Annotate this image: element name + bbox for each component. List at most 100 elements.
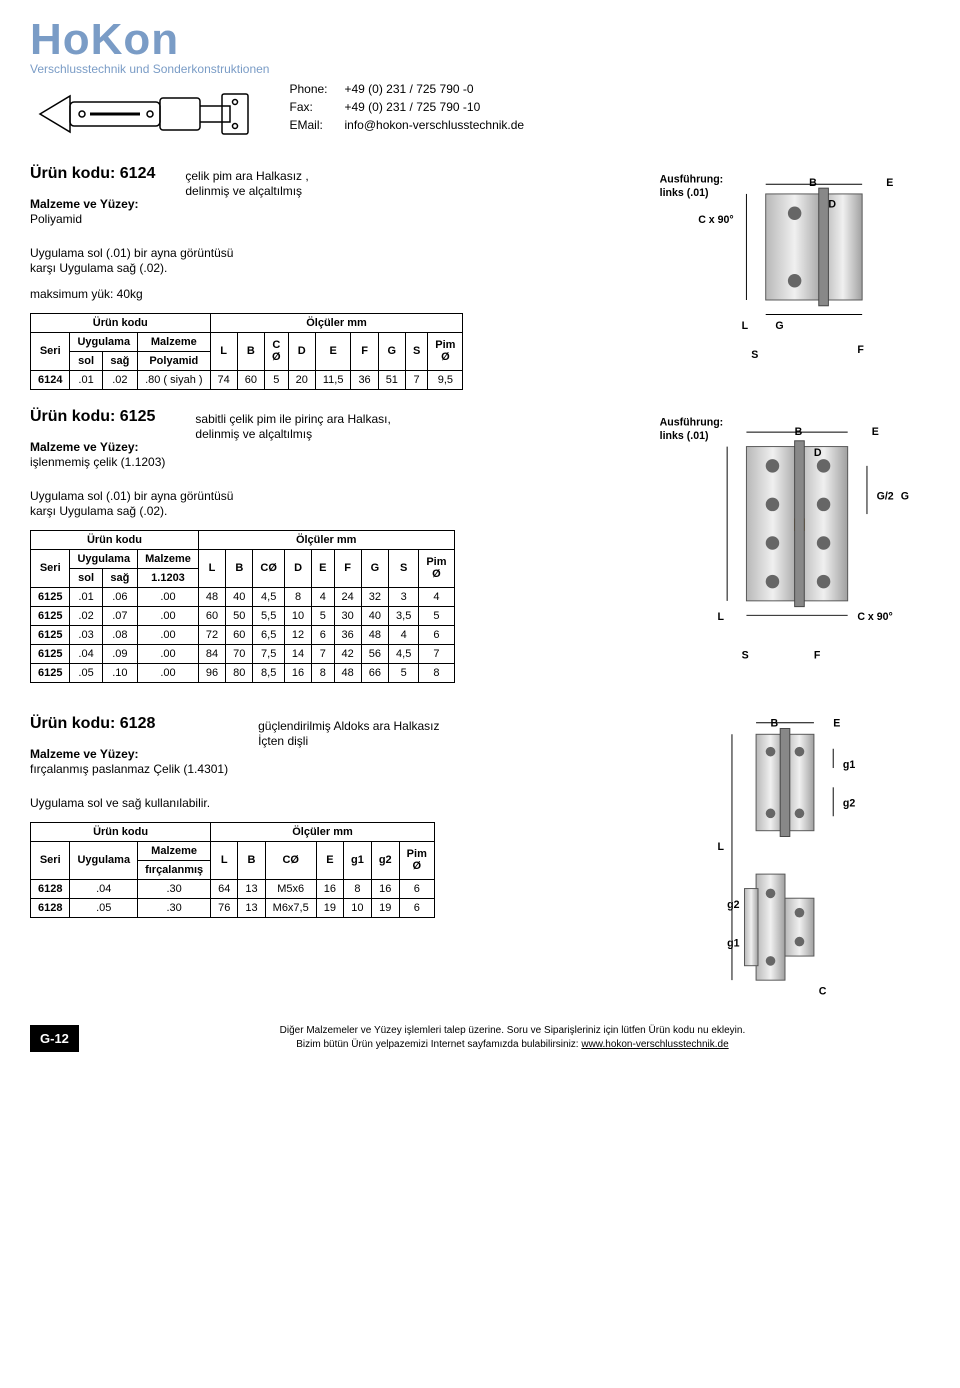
th-CØ: C Ø [265, 332, 289, 370]
table-cell: 6128 [31, 898, 70, 917]
th-Pim: Pim Ø [428, 332, 463, 370]
logo-text: HoKon [30, 20, 269, 60]
table-cell: 66 [361, 663, 388, 682]
table-cell: 6 [312, 625, 334, 644]
desc-6128: güçlendirilmiş Aldoks ara Halkasız İçten… [258, 719, 439, 750]
table-row: 6128.05.307613M6x7,51910196 [31, 898, 435, 917]
table-cell: 50 [226, 606, 253, 625]
mat-label-6128: Malzeme ve Yüzey: [30, 747, 139, 761]
load-6124: maksimum yük: 40kg [30, 287, 632, 303]
table-cell: 70 [226, 644, 253, 663]
table-cell: 40 [226, 587, 253, 606]
table-cell: 60 [237, 370, 264, 389]
svg-text:S: S [742, 649, 749, 661]
table-cell: 16 [316, 879, 343, 898]
header: HoKon Verschlusstechnik und Sonderkonstr… [30, 20, 930, 147]
svg-text:D: D [814, 447, 822, 459]
logo-block: HoKon Verschlusstechnik und Sonderkonstr… [30, 20, 269, 147]
table-row: 6125.01.06.0048404,584243234 [31, 587, 455, 606]
app-6125: Uygulama sol (.01) bir ayna görüntüsü ka… [30, 489, 632, 520]
dl-title: Ausführung:links (.01) [660, 173, 724, 198]
svg-text:E: E [833, 717, 840, 729]
table-cell: .00 [138, 644, 199, 663]
table-cell: 48 [198, 587, 225, 606]
table-6128: Ürün kodu Ölçüler mm Seri Uygulama Malze… [30, 822, 435, 918]
th-G: G [378, 332, 405, 370]
th-S: S [405, 332, 427, 370]
table-cell: 7,5 [253, 644, 285, 663]
table-6124: Ürün kodu Ölçüler mm Seri Uygulama Malze… [30, 313, 463, 390]
table-cell: 51 [378, 370, 405, 389]
table-cell: M6x7,5 [265, 898, 316, 917]
table-cell: .07 [102, 606, 137, 625]
table-cell: 84 [198, 644, 225, 663]
svg-text:B: B [771, 717, 779, 729]
table-cell: 10 [343, 898, 371, 917]
mat-6125: işlenmemiş çelik (1.1203) [30, 455, 165, 469]
desc-6125: sabitli çelik pim ile pirinç ara Halkası… [195, 412, 390, 443]
table-cell: 7 [312, 644, 334, 663]
table-cell: 6125 [31, 625, 70, 644]
table-cell: 8,5 [253, 663, 285, 682]
th-poly: Polyamid [138, 351, 210, 370]
table-cell: 4 [312, 587, 334, 606]
table-cell: .00 [138, 606, 199, 625]
table-cell: 96 [198, 663, 225, 682]
dl-F: F [857, 344, 864, 356]
app-6128: Uygulama sol ve sağ kullanılabilir. [30, 796, 632, 812]
footer: G-12 Diğer Malzemeler ve Yüzey işlemleri… [30, 1024, 930, 1052]
table-cell: 48 [361, 625, 388, 644]
dl-S: S [751, 348, 758, 360]
dl-G: G [775, 320, 783, 332]
table-cell: 80 [226, 663, 253, 682]
table-cell: 64 [211, 879, 238, 898]
phone-value: +49 (0) 231 / 725 790 -0 [344, 80, 473, 98]
table-cell: 13 [238, 879, 265, 898]
th-sag: sağ [102, 351, 137, 370]
table-cell: 60 [198, 606, 225, 625]
table-cell: 6 [399, 879, 434, 898]
table-cell: .01 [70, 587, 102, 606]
svg-text:L: L [718, 841, 725, 853]
dl-B: B [809, 177, 817, 189]
svg-text:g2: g2 [727, 899, 739, 911]
th-F: F [351, 332, 378, 370]
svg-text:g1: g1 [727, 937, 739, 949]
table-cell: 6125 [31, 606, 70, 625]
table-cell: .03 [70, 625, 102, 644]
email-value: info@hokon-verschlusstechnik.de [344, 116, 524, 134]
table-cell: 74 [210, 370, 237, 389]
svg-text:L: L [718, 611, 725, 623]
title-6125: Ürün kodu: 6125 [30, 408, 165, 426]
table-cell: 4,5 [389, 644, 419, 663]
table-cell: 4 [419, 587, 454, 606]
table-cell: 6125 [31, 663, 70, 682]
table-cell: 60 [226, 625, 253, 644]
table-cell: .05 [70, 898, 138, 917]
table-row: 6128.04.306413M5x6168166 [31, 879, 435, 898]
title-6124: Ürün kodu: 6124 [30, 165, 155, 183]
table-cell: 6 [419, 625, 454, 644]
th-group1: Ürün kodu [31, 313, 211, 332]
footer-line2-pre: Bizim bütün Ürün yelpazemizi Internet sa… [296, 1039, 581, 1050]
th-B: B [237, 332, 264, 370]
mat-label-6125: Malzeme ve Yüzey: [30, 440, 139, 454]
table-cell: 24 [334, 587, 361, 606]
latch-icon [30, 84, 250, 144]
logo-subtitle: Verschlusstechnik und Sonderkonstruktion… [30, 62, 269, 76]
table-cell: 19 [316, 898, 343, 917]
table-cell: 16 [371, 879, 399, 898]
table-cell: 56 [361, 644, 388, 663]
svg-text:E: E [872, 426, 879, 438]
app-6124: Uygulama sol (.01) bir ayna görüntüsü ka… [30, 246, 632, 277]
diagram-6124: Ausführung:links (.01) B E D C x 90° L G… [650, 165, 920, 377]
title-6128: Ürün kodu: 6128 [30, 715, 228, 733]
table-cell: 3,5 [389, 606, 419, 625]
table-row: 6124.01.02.80 ( siyah )746052011,5365179… [31, 370, 463, 389]
mat-6128: fırçalanmış paslanmaz Çelik (1.4301) [30, 762, 228, 776]
th-sol: sol [70, 351, 102, 370]
table-cell: 4,5 [253, 587, 285, 606]
dl-C: C x 90° [698, 213, 733, 225]
th-uyg: Uygulama [70, 332, 138, 351]
table-cell: 8 [419, 663, 454, 682]
